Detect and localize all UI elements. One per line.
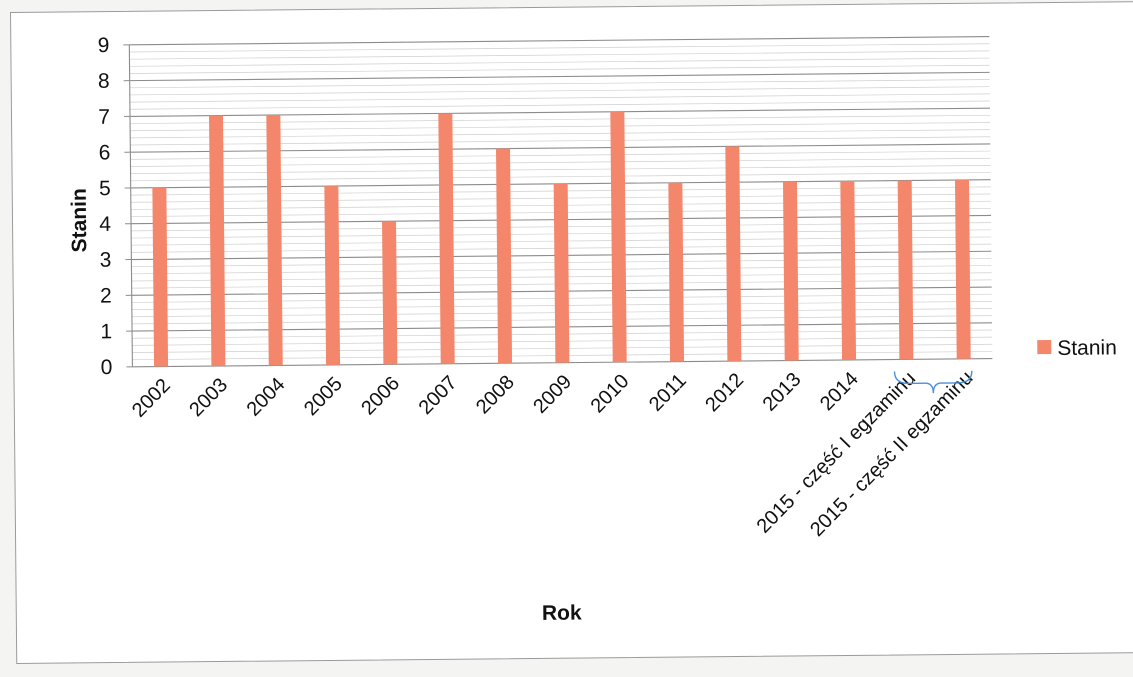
y-tick-label: 4 (99, 213, 111, 236)
bar-2014 (840, 181, 857, 361)
y-tick-label: 2 (100, 284, 112, 307)
gridline-minor (129, 64, 990, 74)
bar-2015 - część I egzaminu (897, 180, 914, 360)
x-tick-label: 2008 (472, 371, 519, 418)
x-tick-label: 2013 (759, 369, 806, 416)
x-tick-label: 2003 (185, 374, 232, 421)
gridline-minor (130, 157, 991, 167)
gridline-major (129, 36, 990, 46)
x-tick-label: 2005 (300, 373, 347, 420)
y-tick-label: 8 (98, 70, 110, 93)
bars (152, 111, 971, 367)
y-tick-label: 3 (100, 249, 112, 272)
gridline-minor (130, 172, 991, 182)
y-tick-label: 1 (100, 320, 112, 343)
gridline-major (130, 107, 990, 117)
x-tick-label: 2014 (816, 368, 863, 415)
bar-2013 (782, 181, 799, 361)
bar-2005 (324, 185, 341, 365)
x-tick-label: 2012 (701, 369, 748, 416)
y-tick-label: 5 (99, 177, 111, 200)
bar-2006 (382, 221, 398, 365)
bar-2008 (496, 148, 513, 364)
x-tick-label: 2007 (415, 372, 462, 419)
y-tick-label: 6 (99, 141, 111, 164)
y-tick-label: 9 (98, 34, 110, 57)
y-tick-label: 0 (101, 356, 113, 379)
bracket-line (893, 370, 973, 394)
gridline-minor (130, 136, 991, 146)
gridline-minor (129, 43, 990, 53)
legend: Stanin (1037, 336, 1117, 360)
gridline-major (130, 143, 991, 153)
x-axis-title: Rok (542, 602, 582, 625)
y-tick-label: 7 (98, 106, 110, 129)
gridline-minor (130, 122, 991, 132)
bar-2004 (266, 114, 283, 366)
bar-2009 (553, 183, 570, 363)
gridline-minor (129, 93, 990, 103)
gridline-major (129, 71, 990, 82)
bar-2007 (438, 113, 455, 364)
bar-2010 (610, 111, 627, 363)
bar-2012 (725, 146, 742, 362)
bar-2011 (668, 182, 685, 362)
gridline-minor (129, 100, 990, 110)
bar-2003 (209, 115, 226, 367)
gridline-minor (130, 114, 991, 124)
gridline-minor (129, 50, 990, 60)
gridline-minor (130, 150, 991, 160)
x-tick-label: 2010 (587, 370, 634, 417)
legend-swatch-stanin (1037, 340, 1052, 355)
bar-2015 - część II egzaminu (954, 179, 971, 359)
y-axis-title: Stanin (68, 188, 92, 252)
y-axis-line (128, 44, 133, 367)
x-tick-label: 2009 (529, 371, 576, 418)
x-tick-label: 2011 (645, 370, 691, 416)
x-tick-label: 2002 (128, 375, 175, 422)
bracket-2015 (893, 370, 973, 394)
x-tick-labels: 2002 2003 2004 2005 2006 2007 2008 2009 2010 2011… (128, 367, 977, 541)
gridline-minor (130, 129, 991, 139)
bar-2002 (152, 187, 169, 367)
y-tick-labels: 0 1 2 3 4 5 6 7 8 9 (98, 34, 113, 379)
gridline-minor (129, 57, 990, 67)
gridline-minor (129, 86, 990, 96)
legend-label-stanin: Stanin (1057, 336, 1117, 360)
x-tick-label: 2006 (357, 372, 404, 419)
gridline-minor (130, 165, 991, 175)
x-tick-label: 2004 (243, 373, 290, 420)
gridline-minor (129, 79, 990, 89)
